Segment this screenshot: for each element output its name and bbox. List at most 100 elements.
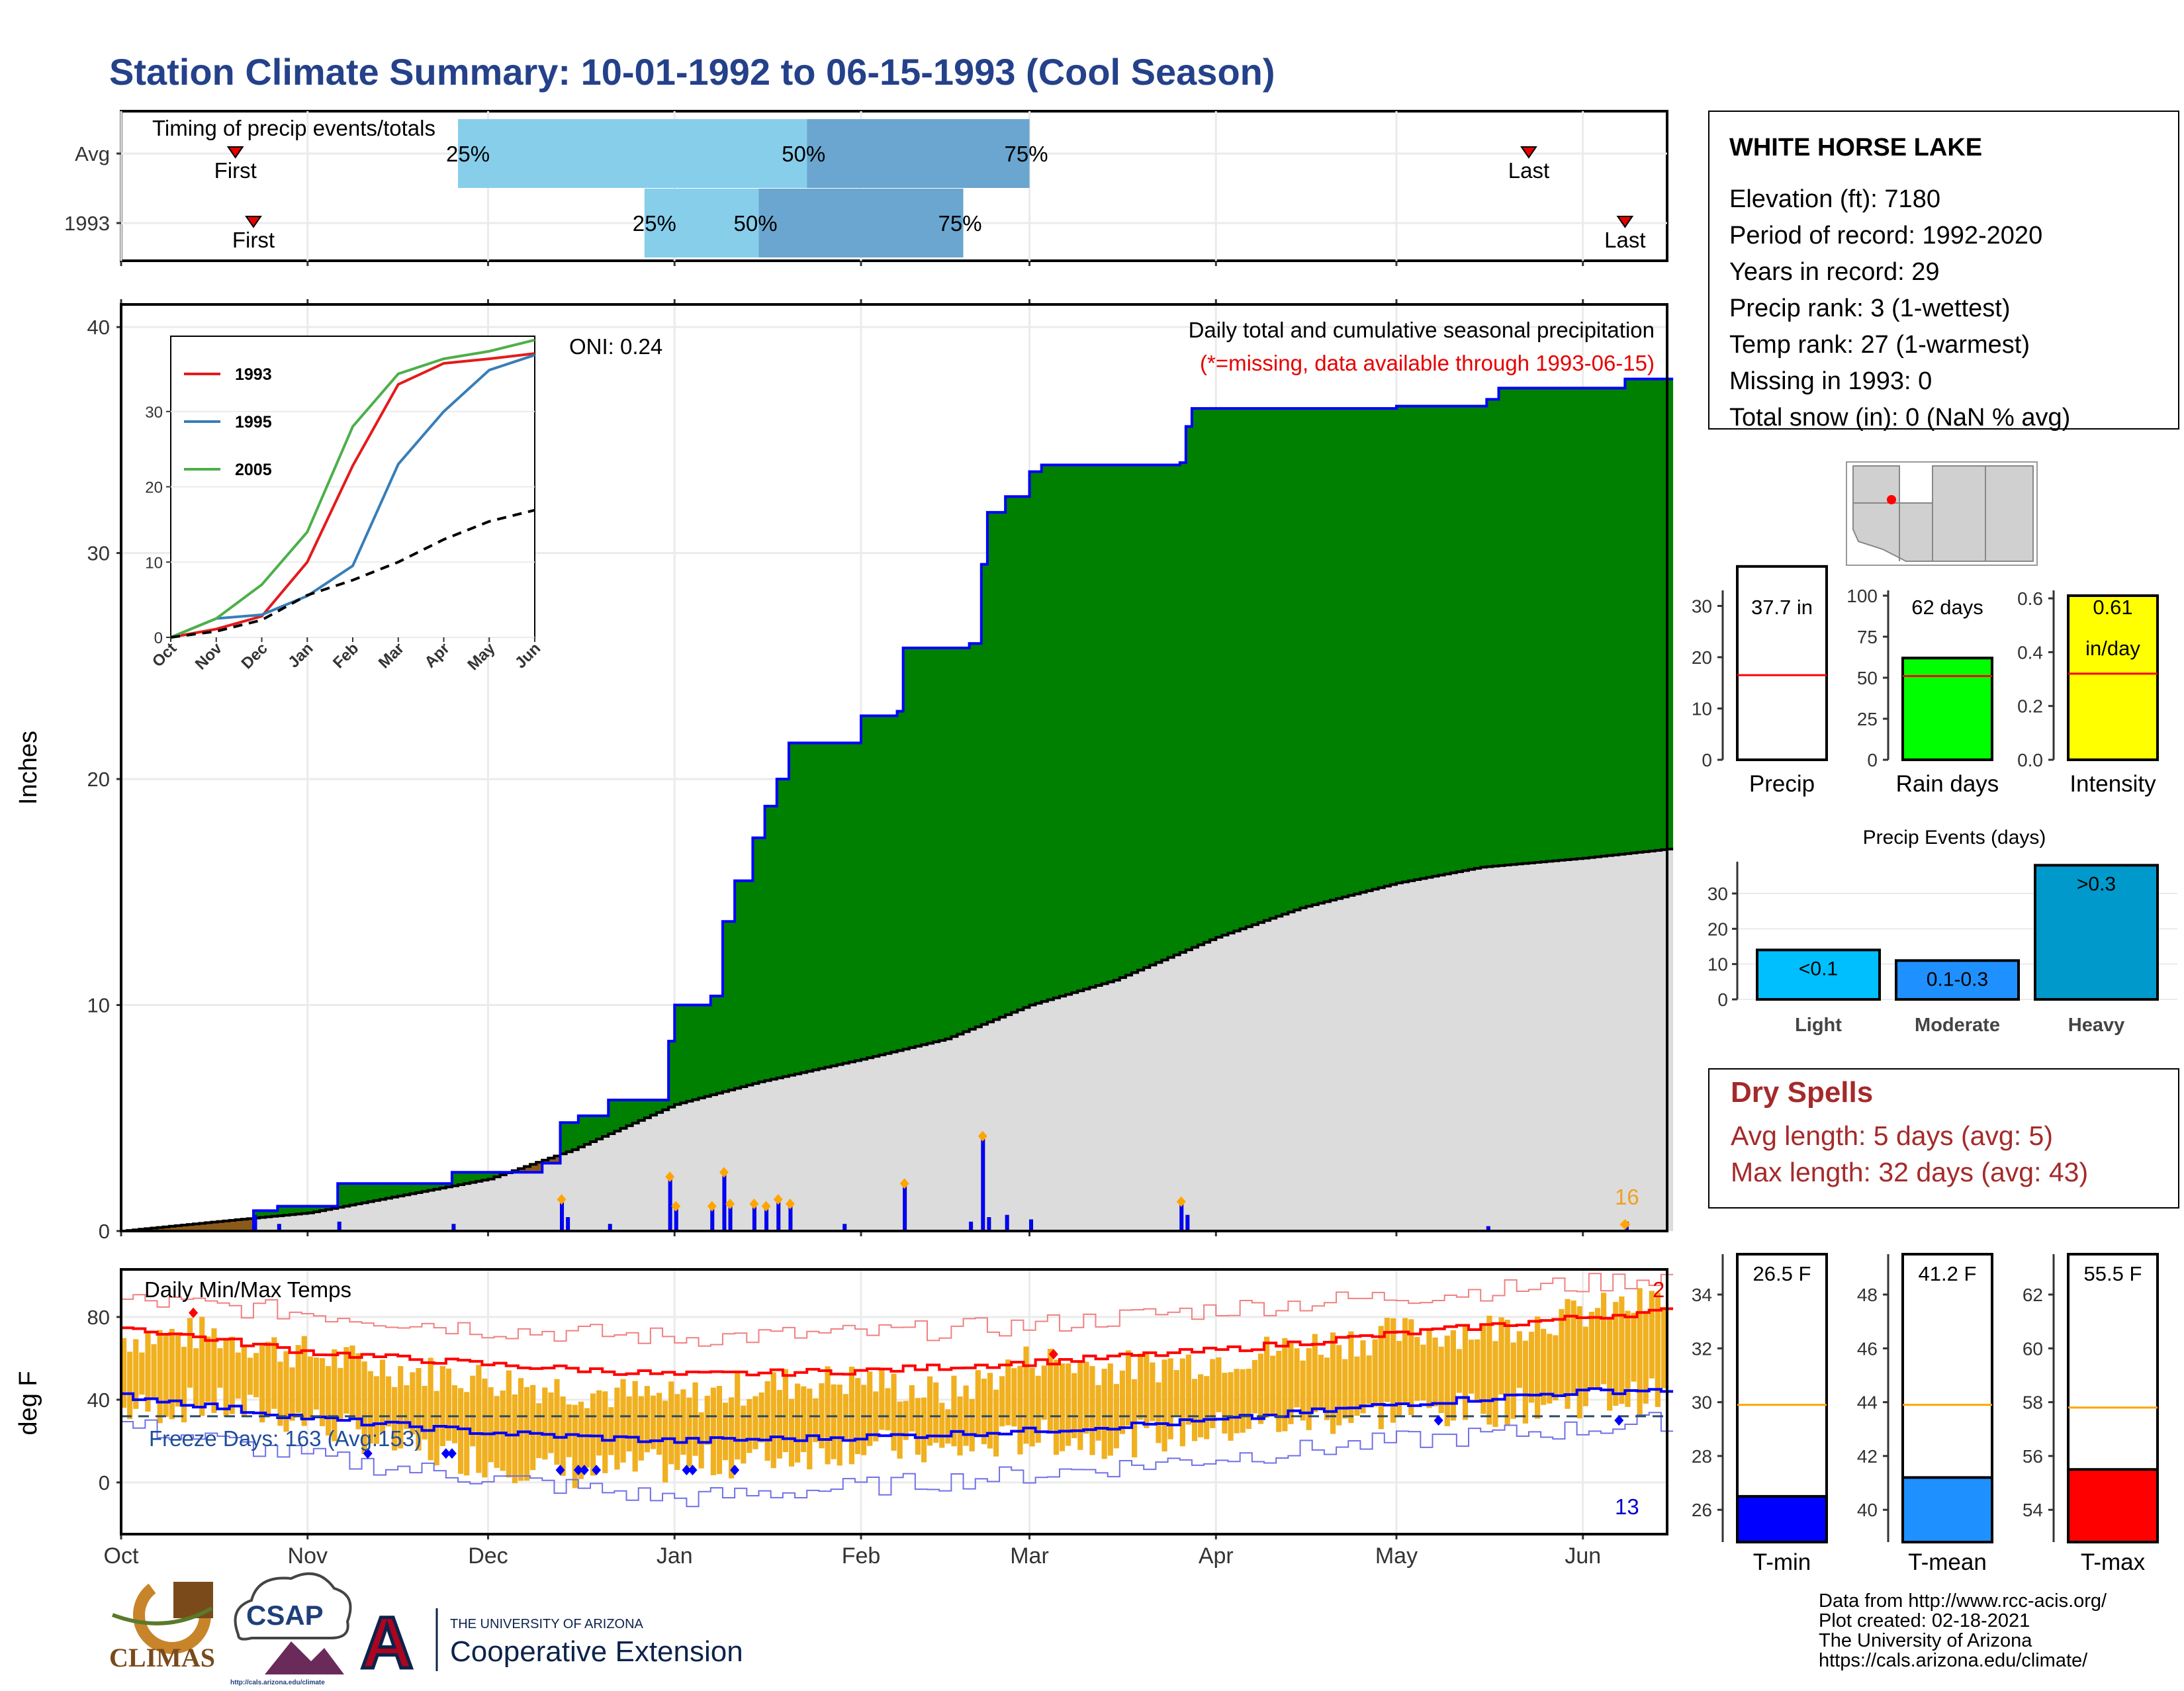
daily-temp-range-bar [439, 1366, 445, 1447]
daily-temp-range-bar [831, 1384, 837, 1459]
precip-y-tick-label: 40 [87, 316, 110, 339]
precip-missing-note: (*=missing, data available through 1993-… [1200, 351, 1655, 375]
daily-temp-range-bar [710, 1387, 716, 1475]
station-line: Precip rank: 3 (1-wettest) [1729, 295, 2010, 322]
mini-bar-name: Rain days [1896, 771, 1999, 797]
daily-precip-marker [785, 1199, 795, 1210]
daily-temp-range-bar [530, 1385, 536, 1471]
daily-temp-range-bar [1270, 1355, 1276, 1415]
daily-temp-range-bar [542, 1387, 548, 1460]
temp-bar-tick-label: 56 [2023, 1446, 2043, 1467]
temp-x-tick-label: Jan [657, 1543, 693, 1569]
daily-precip-bar [1029, 1219, 1034, 1232]
map-borders [1853, 465, 1986, 561]
daily-temp-range-bar [572, 1404, 578, 1488]
events-title: Precip Events (days) [1863, 827, 2046, 848]
daily-temp-range-bar [265, 1342, 271, 1418]
daily-temp-range-bar [554, 1379, 560, 1465]
daily-temp-range-bar [909, 1385, 915, 1432]
average-cumulative-area [121, 848, 1674, 1231]
record-high-marker [189, 1307, 199, 1318]
daily-temp-range-bar [1240, 1369, 1246, 1433]
temp-bar-tick-label: 34 [1692, 1285, 1712, 1305]
daily-temp-range-bar [650, 1395, 657, 1449]
observed-cumulative-line [121, 377, 1674, 1232]
daily-temp-range-bar [566, 1404, 572, 1457]
station-line: Years in record: 29 [1729, 258, 1940, 286]
daily-temp-range-bar [433, 1391, 439, 1465]
daily-temp-range-bar [410, 1372, 416, 1435]
station-info-box: WHITE HORSE LAKE Elevation (ft): 7180 Pe… [1708, 111, 2179, 432]
daily-precip-bar [987, 1217, 991, 1232]
daily-temp-range-bar [361, 1361, 367, 1455]
daily-precip-marker [1176, 1196, 1186, 1207]
daily-temp-range-bar [747, 1398, 752, 1453]
daily-temp-range-bar [458, 1388, 464, 1474]
daily-temp-range-bar [518, 1378, 524, 1481]
daily-temp-range-bar [1204, 1376, 1210, 1440]
daily-temp-range-bar [1132, 1379, 1138, 1458]
daily-temp-range-bar [488, 1387, 494, 1463]
daily-temp-range-bar [548, 1392, 554, 1453]
daily-temp-range-bar [584, 1408, 590, 1468]
temp-bar-tick-label: 44 [1857, 1393, 1878, 1413]
daily-temp-range-bar [1486, 1315, 1492, 1425]
daily-temp-range-bar [1570, 1301, 1576, 1395]
timing-last-marker [1520, 146, 1537, 159]
daily-temp-range-bar [326, 1366, 332, 1436]
daily-temp-range-bar [235, 1352, 241, 1399]
record-max-line [121, 1273, 1674, 1347]
daily-temp-range-bar [1384, 1318, 1390, 1402]
daily-temp-range-bar [620, 1379, 626, 1463]
daily-temp-range-bar [470, 1375, 476, 1447]
mini-bar-chart-intensity: 0.0 0.2 0.4 0.6 0.61 in/day Intensity [2017, 588, 2159, 797]
daily-temp-range-bar [1282, 1338, 1288, 1432]
timing-p75-label: 75% [938, 211, 982, 236]
daily-temp-range-bar [867, 1371, 873, 1446]
daily-temp-range-bar [1222, 1373, 1228, 1434]
timing-first-marker [245, 216, 262, 228]
temp-y-tick-label: 80 [87, 1306, 110, 1329]
average-min-line [121, 1387, 1674, 1444]
daily-temp-range-bar [1582, 1326, 1588, 1406]
daily-temp-range-bar [698, 1412, 704, 1469]
daily-temp-range-bar [879, 1368, 885, 1430]
daily-temp-range-bar [223, 1339, 229, 1417]
temp-bottom-count: 13 [1615, 1494, 1639, 1519]
daily-temp-range-bar [1083, 1361, 1089, 1434]
daily-temp-range-bar [404, 1385, 410, 1430]
daily-precip-bar [903, 1183, 907, 1232]
daily-temp-range-bar [716, 1385, 723, 1475]
daily-temp-range-bar [1276, 1350, 1282, 1432]
daily-temp-range-bar [752, 1396, 758, 1449]
station-line: Total snow (in): 0 (NaN % avg) [1729, 404, 2070, 432]
station-line: Elevation (ft): 7180 [1729, 185, 1940, 213]
station-line: Period of record: 1992-2020 [1729, 222, 2042, 250]
precip-legend-title: Daily total and cumulative seasonal prec… [1189, 318, 1655, 342]
daily-temp-range-bar [193, 1348, 199, 1407]
mini-bar-chart-precip: 0 10 20 30 37.7 in Precip [1692, 565, 1828, 797]
daily-temp-range-bar [1342, 1359, 1348, 1419]
daily-temp-range-bar [1161, 1359, 1167, 1452]
temp-bar-tick-label: 60 [2023, 1338, 2043, 1359]
daily-precip-marker [725, 1199, 735, 1210]
temp-panel: 0 40 80 Oct Nov Dec Jan Feb Mar Apr May Jun deg F D… [15, 1268, 1674, 1569]
daily-temp-range-bar [1594, 1308, 1601, 1389]
mini-bar-tick-label: 25 [1857, 709, 1878, 729]
timing-p50-label: 50% [733, 211, 777, 236]
daily-temp-range-bar [1095, 1385, 1101, 1441]
daily-temp-range-bar [1005, 1359, 1011, 1426]
daily-temp-range-bar [692, 1382, 698, 1456]
daily-temp-range-bar [217, 1348, 223, 1388]
daily-temp-range-bar [764, 1381, 770, 1461]
daily-temp-range-bar [145, 1333, 151, 1412]
precip-y-tick-label: 30 [87, 542, 110, 565]
csap-mountain [265, 1641, 344, 1674]
record-low-marker [441, 1448, 451, 1459]
temp-bar-value-label: 55.5 F [2084, 1262, 2142, 1285]
inset-series-2005 [170, 338, 535, 639]
daily-temp-range-bar [1354, 1356, 1360, 1416]
daily-temp-range-bar [1264, 1336, 1270, 1418]
daily-temp-range-bar [199, 1316, 205, 1416]
timing-panel: Timing of precip events/totals Avg 25% 50%… [64, 110, 1668, 266]
